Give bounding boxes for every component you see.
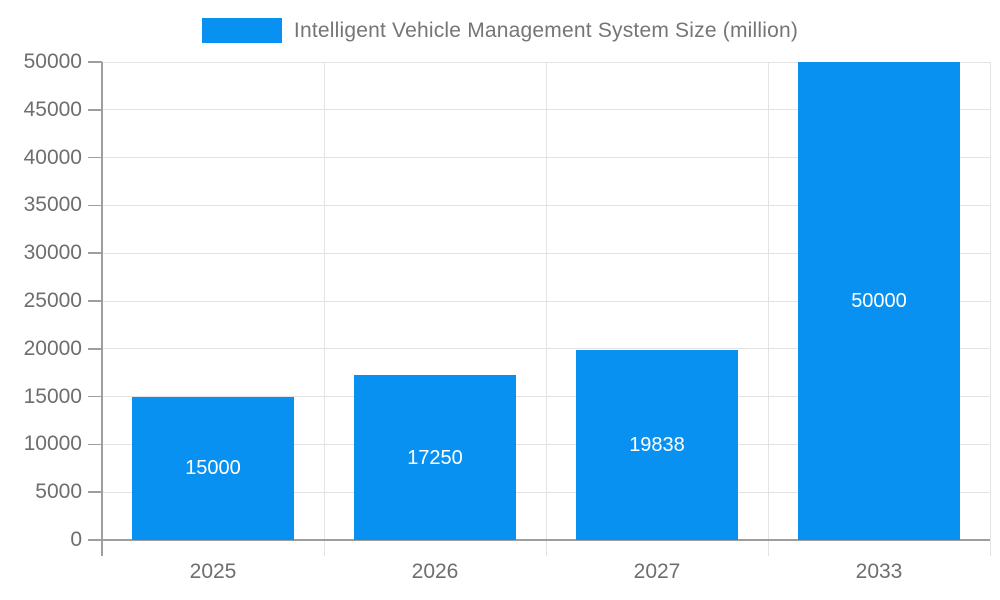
y-tick-label: 0 [70,528,82,551]
y-tick-label: 10000 [23,432,82,456]
y-tick [88,252,102,254]
gridline-vertical [323,62,325,556]
y-tick [88,61,102,63]
y-tick [88,491,102,493]
x-tick-label: 2026 [411,560,459,583]
y-tick-label: 5000 [35,480,82,504]
legend-swatch [201,18,282,43]
y-tick [88,156,102,159]
x-tick-label: 2033 [855,560,903,583]
bar [798,62,960,540]
y-tick [88,300,102,302]
bar [576,350,738,540]
plot-area: 0 5000 10000 15000 20000 25000 30000 35000 40000… [24,50,991,583]
y-tick [88,395,102,398]
bar-value-label: 50000 [851,290,907,312]
bar-value-label: 17250 [407,446,463,469]
y-tick-label: 40000 [23,145,82,169]
gridline-vertical [545,62,547,556]
y-tick [88,109,102,111]
y-tick [88,539,102,541]
bar [132,396,294,540]
gridline-vertical [989,62,991,556]
x-tick-label: 2025 [189,560,237,583]
bar-value-label: 15000 [185,457,241,480]
x-tick-label: 2027 [633,560,681,583]
x-axis-line [102,539,990,541]
y-tick-label: 45000 [23,97,82,121]
y-tick [88,348,102,350]
bar-value-label: 19838 [629,434,685,457]
y-tick-label: 30000 [23,241,82,265]
y-tick-label: 25000 [23,289,82,312]
legend[interactable]: Intelligent Vehicle Management System Si… [0,18,1000,43]
y-tick-label: 20000 [23,336,82,360]
y-tick-label: 50000 [23,50,82,73]
y-tick [88,443,102,446]
y-axis-line [101,62,103,556]
gridline-vertical [767,62,769,556]
y-tick-label: 15000 [23,384,82,408]
y-tick [88,204,102,207]
bar [354,375,516,540]
legend-label: Intelligent Vehicle Management System Si… [293,18,799,42]
y-tick-label: 35000 [23,193,82,217]
